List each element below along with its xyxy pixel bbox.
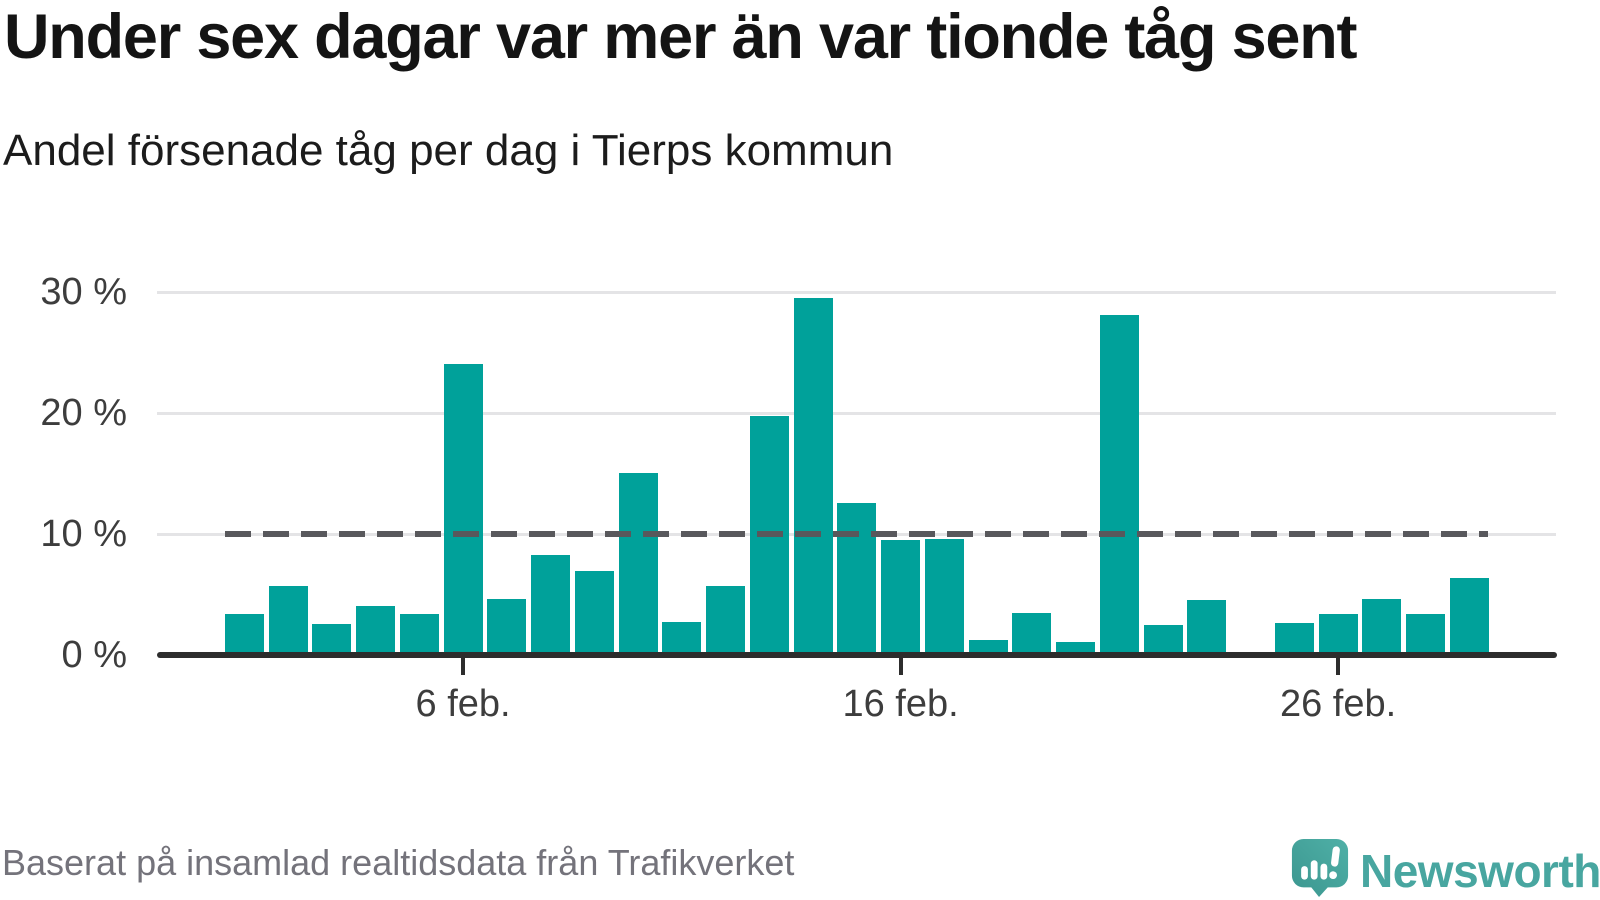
bar-8feb <box>531 554 571 653</box>
bar-20feb <box>1056 642 1096 653</box>
bar-27feb <box>1362 598 1402 653</box>
newsworthy-wordmark: Newsworthy <box>1360 845 1600 897</box>
bar-7feb <box>487 598 527 653</box>
bar-15feb <box>837 502 877 653</box>
bar-28feb <box>1406 614 1446 653</box>
bar-23feb <box>1187 599 1227 653</box>
x-tick-16feb <box>898 658 903 675</box>
bar-9feb <box>574 570 614 653</box>
y-axis-label-10: 10 % <box>40 513 127 555</box>
bar-3feb <box>312 623 352 653</box>
bar-10feb <box>618 472 658 653</box>
x-axis-label-26feb: 26 feb. <box>1279 683 1397 725</box>
bar-5feb <box>399 614 439 653</box>
bar-17feb <box>924 539 964 653</box>
newsworthy-speech-bubble-bar-chart-icon <box>1291 838 1349 898</box>
x-axis-label-6feb: 6 feb. <box>415 683 511 725</box>
source-attribution: Baserat på insamlad realtidsdata från Tr… <box>2 842 795 883</box>
bar-16feb <box>881 540 921 653</box>
chart-subtitle: Andel försenade tåg per dag i Tierps kom… <box>3 126 894 175</box>
y-axis-label-20: 20 % <box>40 392 127 434</box>
gridline-20pct <box>157 411 1556 415</box>
bar-25feb <box>1274 622 1314 653</box>
gridline-30pct <box>157 290 1556 294</box>
bar-1feb <box>224 614 264 653</box>
bar-12feb <box>706 586 746 653</box>
bar-29feb <box>1449 577 1489 653</box>
y-axis-label-0: 0 % <box>61 634 127 676</box>
bar-6feb <box>443 363 483 653</box>
newsworthy-logo: Newsworthy <box>1290 836 1600 898</box>
bar-14feb <box>793 298 833 653</box>
ten-percent-reference-line <box>225 531 1488 537</box>
bar-11feb <box>662 621 702 653</box>
bar-21feb <box>1099 315 1139 653</box>
chart-title: Under sex dagar var mer än var tionde tå… <box>4 2 1358 72</box>
x-tick-6feb <box>461 658 466 675</box>
bar-2feb <box>268 586 308 653</box>
x-tick-26feb <box>1336 658 1341 675</box>
bar-18feb <box>968 639 1008 653</box>
x-axis-line <box>157 652 1557 658</box>
x-axis-label-16feb: 16 feb. <box>842 683 959 725</box>
bar-19feb <box>1012 613 1052 653</box>
bar-26feb <box>1318 614 1358 653</box>
y-axis-label-30: 30 % <box>40 271 127 313</box>
bar-22feb <box>1143 625 1183 653</box>
bar-4feb <box>356 605 396 653</box>
bar-chart-plot-area: 0 % 10 % 20 % 30 % 6 feb. 16 feb. 26 feb. <box>40 271 1557 725</box>
